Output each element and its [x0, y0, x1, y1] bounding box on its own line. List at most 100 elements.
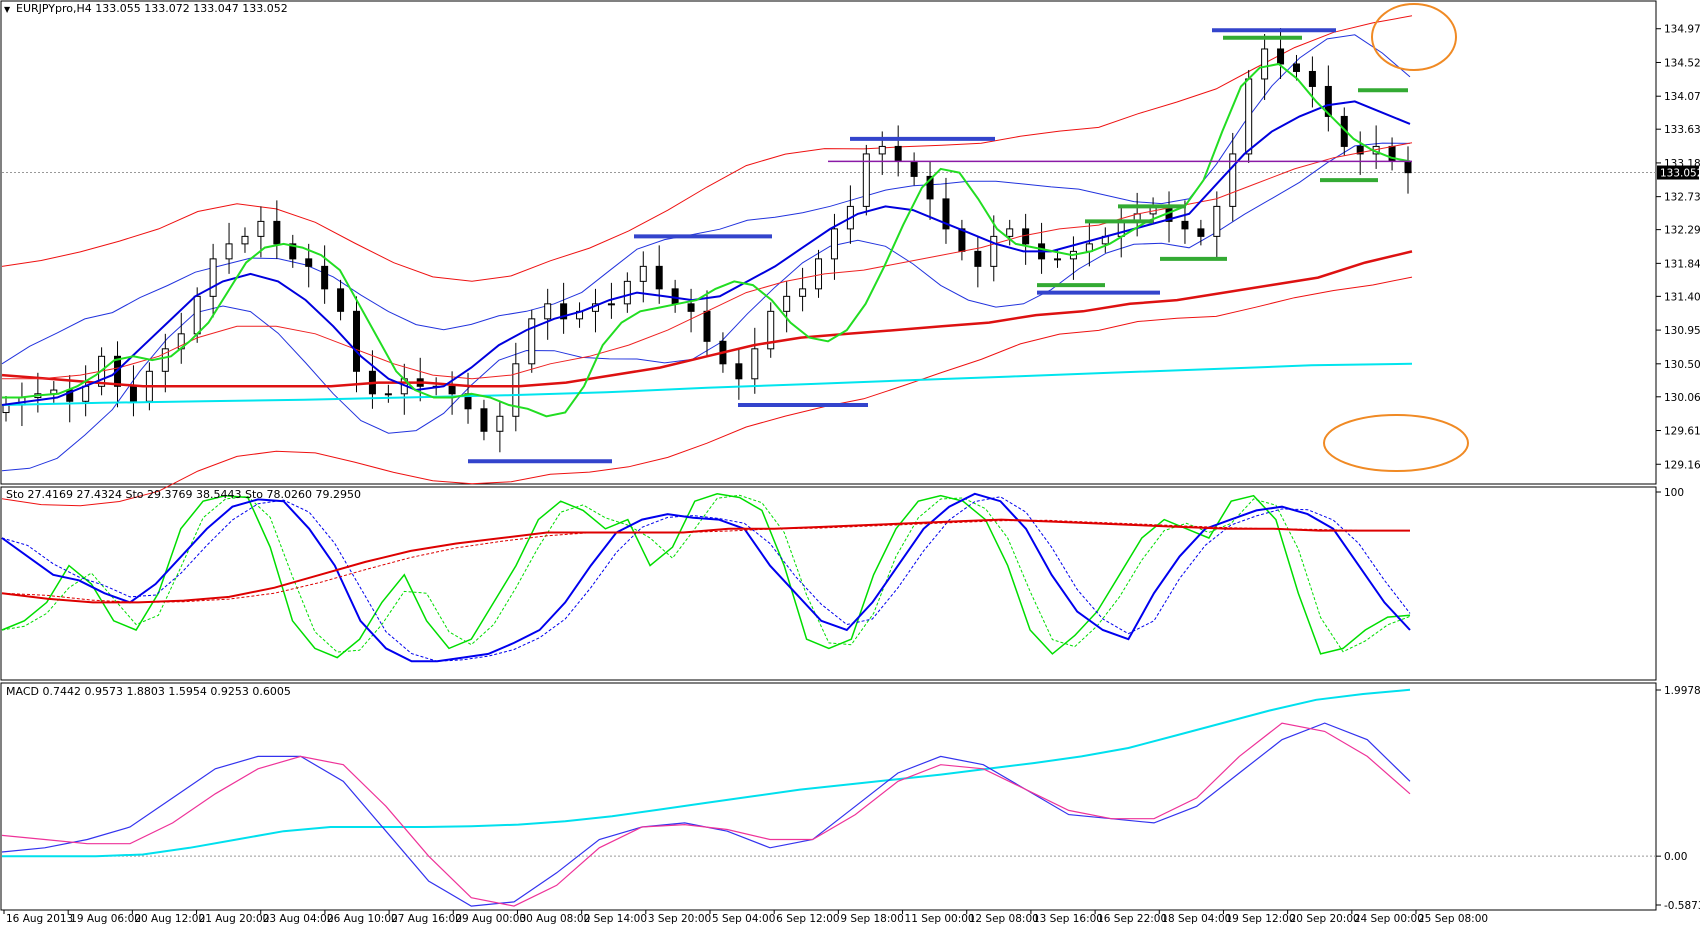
time-tick-label: 16 Sep 22:00 [1097, 913, 1167, 925]
macd-tick-label: -0.5873 [1664, 900, 1700, 912]
candle-body [560, 303, 568, 320]
candle-body [1006, 228, 1014, 237]
time-tick-label: 2 Sep 14:00 [584, 913, 647, 925]
candle-body [273, 220, 281, 245]
time-tick-label: 11 Sep 00:00 [905, 913, 975, 925]
candle-body [1308, 70, 1316, 87]
candle-body [783, 295, 791, 312]
symbol-header: EURJPYpro,H4 133.055 133.072 133.047 133… [16, 2, 288, 15]
time-tick-label: 19 Aug 06:00 [70, 913, 141, 925]
time-tick-label: 3 Sep 20:00 [648, 913, 711, 925]
panel-collapse-icon[interactable]: ▼ [4, 5, 11, 14]
price-tick-label: 129.160 [1664, 459, 1700, 471]
price-tick-label: 129.610 [1664, 426, 1700, 438]
candle-body [974, 250, 982, 267]
candle-body [321, 265, 329, 290]
macd-tick-label: 1.9978 [1664, 685, 1700, 697]
stoch-signal-line [1, 496, 1411, 662]
candle-body [1213, 205, 1221, 237]
candle-body [161, 348, 169, 372]
candle-body [1229, 153, 1237, 207]
candle-body [384, 393, 392, 396]
annotation-ellipse [1371, 3, 1457, 71]
candle-body [942, 198, 950, 230]
stochastic-header: Sto 27.4169 27.4324 Sto 29.3769 38.5443 … [6, 488, 361, 501]
price-tick-label: 130.950 [1664, 325, 1700, 337]
price-tick-label: 133.630 [1664, 124, 1700, 136]
candle-body [1261, 48, 1269, 80]
price-tick-label: 130.500 [1664, 359, 1700, 371]
candle-body [623, 280, 631, 305]
candle-body [1245, 78, 1253, 155]
macd-line [2, 688, 1411, 858]
candle-body [1324, 85, 1332, 117]
candle-body [735, 363, 743, 380]
candle-body [958, 228, 966, 252]
price-tick-label: 132.290 [1664, 225, 1700, 237]
candle-body [193, 295, 201, 335]
stoch-signal-line [1, 519, 1410, 603]
red-envelope-lower [1, 276, 1413, 507]
candle-body [862, 153, 870, 207]
candle-body [82, 385, 90, 402]
candle-body [1197, 228, 1205, 237]
macd-line [1, 722, 1411, 907]
candle-body [544, 303, 552, 320]
time-tick-label: 19 Sep 12:00 [1225, 913, 1295, 925]
candle-body [512, 363, 520, 417]
macd-plot: 1.9978 0.00 -0.5873 [1, 685, 1700, 912]
candle-body [767, 310, 775, 350]
time-tick-label: 5 Sep 04:00 [712, 913, 775, 925]
candle-body [687, 303, 695, 312]
candle-body [830, 228, 838, 260]
price-panel-frame [0, 0, 1657, 485]
candle-body [1404, 160, 1412, 174]
candle-body [815, 258, 823, 290]
macd-header: MACD 0.7442 0.9573 1.8803 1.5954 0.9253 … [6, 685, 291, 698]
stochastic-panel-frame [0, 486, 1657, 681]
ma-green-line [2, 62, 1411, 418]
price-tick-label: 134.070 [1664, 91, 1700, 103]
bollinger-upper [1, 34, 1411, 365]
candle-body [496, 415, 504, 432]
candle-body [878, 145, 886, 155]
time-tick-label: 29 Aug 00:00 [455, 913, 526, 925]
time-tick-label: 24 Sep 00:00 [1354, 913, 1424, 925]
candle-body [1277, 48, 1285, 65]
current-price-label: 133.052 [1660, 168, 1700, 180]
candle-body [241, 235, 249, 245]
candle-body [480, 408, 488, 432]
candle-body [289, 243, 297, 260]
candle-body [1117, 220, 1125, 237]
candle-body [2, 404, 10, 414]
candle-body [894, 145, 902, 162]
price-tick-label: 130.060 [1664, 392, 1700, 404]
candle-body [257, 220, 265, 237]
price-plot: 134.970134.520134.070133.630133.180132.7… [1, 3, 1700, 507]
candle-body [1054, 258, 1061, 261]
time-tick-label: 26 Aug 10:00 [327, 913, 398, 925]
time-tick-label: 20 Sep 20:00 [1290, 913, 1360, 925]
candle-body [225, 243, 233, 260]
time-tick-label: 21 Aug 20:00 [199, 913, 270, 925]
time-tick-label: 30 Aug 08:00 [519, 913, 590, 925]
time-tick-label: 25 Sep 08:00 [1418, 913, 1488, 925]
candle-body [448, 385, 456, 395]
price-tick-label: 134.970 [1664, 24, 1700, 36]
candle-body [1356, 145, 1364, 155]
time-tick-label: 27 Aug 16:00 [391, 913, 462, 925]
price-tick-label: 132.730 [1664, 192, 1700, 204]
candle-body [337, 288, 345, 312]
price-tick-label: 131.840 [1664, 258, 1700, 270]
candle-body [129, 385, 137, 402]
candle-body [990, 235, 998, 267]
current-price-tag [1657, 165, 1699, 180]
time-tick-label: 12 Sep 08:00 [969, 913, 1039, 925]
stoch-tick-label: 100 [1664, 487, 1684, 499]
time-tick-label: 23 Aug 04:00 [263, 913, 334, 925]
macd-panel-frame [0, 682, 1657, 911]
red-envelope-upper [1, 15, 1413, 282]
ma-cyan-line [1, 362, 1413, 406]
stoch-main-line [1, 493, 1411, 659]
